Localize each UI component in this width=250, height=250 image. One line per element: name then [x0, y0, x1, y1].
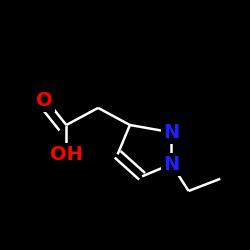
Text: N: N: [163, 154, 180, 174]
Text: OH: OH: [50, 145, 83, 164]
Text: N: N: [163, 123, 180, 142]
Text: O: O: [36, 91, 53, 110]
